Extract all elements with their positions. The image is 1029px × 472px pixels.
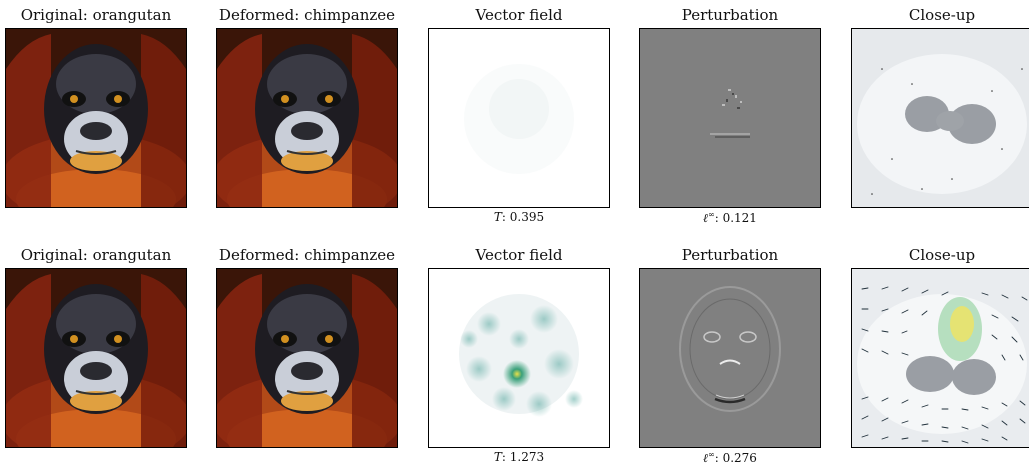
linf-symbol: ℓ: [703, 451, 709, 465]
linf-norm-caption: ℓ∞: 0.276: [639, 450, 821, 466]
figure-row-2: Original: orangutan Deformed: chimpanzee…: [0, 240, 1029, 472]
deformed-image: [216, 28, 398, 208]
closeup-image: [851, 268, 1029, 448]
panel-title: Close-up: [908, 246, 976, 264]
T-symbol: T: [493, 450, 502, 464]
panel-title: Perturbation: [681, 246, 779, 264]
linf-sup: ∞: [708, 210, 715, 219]
linf-value: : 0.121: [714, 211, 757, 225]
panel-title: Deformed: chimpanzee: [218, 246, 396, 264]
linf-value: : 0.276: [714, 451, 757, 465]
original-image: [5, 28, 187, 208]
original-image: [5, 268, 187, 448]
perturbation-image: [639, 268, 821, 448]
transform-norm-caption: T: 1.273: [428, 450, 610, 464]
panel-title: Vector field: [475, 246, 563, 264]
transform-norm-caption: T: 0.395: [428, 210, 610, 224]
closeup-image: [851, 28, 1029, 208]
T-value: : 1.273: [501, 450, 545, 464]
linf-sup: ∞: [708, 450, 715, 459]
panel-title: Perturbation: [681, 6, 779, 24]
vector-field-image: [428, 28, 610, 208]
panel-title: Deformed: chimpanzee: [218, 6, 396, 24]
panel-title: Original: orangutan: [20, 246, 172, 264]
T-symbol: T: [493, 210, 502, 224]
deformed-image: [216, 268, 398, 448]
panel-title: Close-up: [908, 6, 976, 24]
panel-title: Original: orangutan: [20, 6, 172, 24]
vector-field-image: [428, 268, 610, 448]
T-value: : 0.395: [501, 210, 545, 224]
perturbation-image: [639, 28, 821, 208]
panel-title: Vector field: [475, 6, 563, 24]
figure-row-1: Original: orangutan Deformed: chimpanzee…: [0, 0, 1029, 232]
linf-norm-caption: ℓ∞: 0.121: [639, 210, 821, 226]
linf-symbol: ℓ: [703, 211, 709, 225]
